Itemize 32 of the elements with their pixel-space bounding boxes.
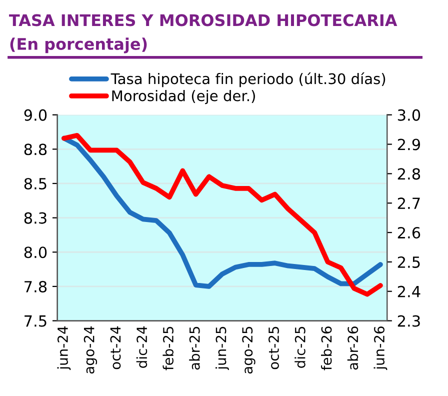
legend-label: Tasa hipoteca fin periodo (últ.30 días): [110, 72, 386, 88]
y2-tick-label: 2.7: [398, 198, 420, 209]
x-tick-label: jun-26: [374, 326, 388, 370]
y2-tick-label: 2.9: [398, 138, 420, 150]
x-tick-label: dic-24: [136, 326, 148, 368]
chart-subtitle: (En porcentaje): [10, 38, 147, 54]
x-tick-label: feb-26: [321, 326, 332, 370]
y-tick-label: 8.5: [24, 178, 46, 190]
y-tick-label: 7.5: [24, 315, 46, 327]
y2-tick-label: 2.6: [398, 226, 420, 239]
chart-title: TASA INTERES Y MOROSIDAD HIPOTECARIA: [9, 14, 398, 26]
x-tick-label: ago-25: [242, 326, 256, 374]
x-tick-label: ago-24: [84, 326, 98, 374]
x-tick-label: oct-24: [110, 326, 121, 370]
y2-tick-label: 2.4: [398, 286, 420, 298]
y2-tick-label: 2.3: [398, 315, 420, 327]
y-tick-label: 8.3: [24, 212, 46, 224]
legend-label: Morosidad (eje der.): [112, 90, 255, 104]
y-tick-label: 9.0: [24, 109, 47, 121]
x-tick-label: oct-25: [268, 326, 279, 370]
x-tick-label: feb-25: [162, 326, 174, 370]
y2-tick-label: 3.0: [398, 109, 420, 121]
y-tick-label: 8.0: [24, 246, 47, 258]
y2-tick-label: 2.8: [398, 168, 420, 180]
y-tick-label: 7.8: [24, 280, 47, 292]
x-tick-label: abr-25: [189, 326, 200, 370]
x-tick-label: dic-25: [294, 326, 306, 368]
x-tick-label: abr-26: [347, 326, 358, 370]
y-tick-label: 8.8: [24, 144, 47, 156]
x-tick-label: jun-24: [57, 326, 71, 370]
y2-tick-label: 2.5: [398, 256, 420, 268]
x-tick-label: jun-25: [215, 326, 229, 370]
